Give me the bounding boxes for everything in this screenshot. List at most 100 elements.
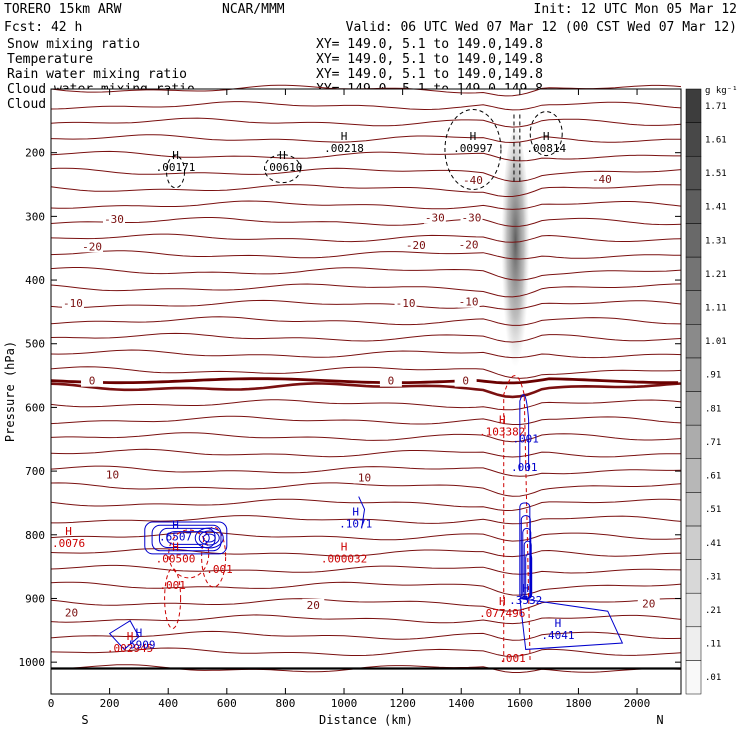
isotherm-label: 0	[89, 375, 96, 388]
max-marker-h: H	[172, 541, 179, 554]
colorbar-cell	[685, 88, 702, 123]
field-label: Snow mixing ratio	[7, 37, 140, 52]
colorbar-cell	[685, 357, 702, 392]
isotherm-label: -10	[396, 297, 416, 310]
y-tick-label: 1000	[19, 656, 46, 669]
colorbar-cell	[685, 424, 702, 459]
cloud-contour	[194, 527, 224, 549]
isotherm-label-bg	[81, 374, 104, 387]
x-tick-label: 400	[158, 697, 178, 710]
cloud-contour	[108, 620, 140, 651]
y-tick-label: 300	[25, 210, 45, 223]
max-marker-h: H	[136, 627, 143, 640]
field-xy: XY= 149.0, 5.1 to 149.0,149.8	[316, 37, 543, 52]
max-marker-h: H	[172, 518, 179, 531]
x-tick-label: 200	[100, 697, 120, 710]
colorbar-label: .51	[705, 505, 721, 515]
init-time: Init: 12 UTC Mon 05 Mar 12	[534, 2, 738, 17]
isotherm-label-bg	[590, 172, 613, 185]
isotherm	[50, 200, 682, 210]
max-marker-value: .000032	[321, 553, 367, 566]
y-tick-label: 200	[25, 147, 45, 160]
isotherm-label: -20	[406, 239, 426, 252]
field-label: Rain water mixing ratio	[7, 67, 187, 82]
isotherm-label-bg	[461, 174, 484, 187]
y-tick-label: 900	[25, 592, 45, 605]
isotherm-label-bg	[404, 239, 427, 252]
max-marker-h: H	[352, 506, 359, 519]
colorbar-label: 1.01	[705, 337, 727, 347]
isotherm	[50, 184, 682, 197]
isotherm-label-bg	[103, 212, 125, 225]
isotherm-label-bg	[101, 468, 124, 481]
isotherm	[51, 515, 682, 525]
y-tick-label: 500	[25, 338, 45, 351]
cloud-contour	[519, 597, 624, 650]
max-marker-h: H	[470, 130, 477, 143]
isotherm-label: -20	[459, 238, 479, 251]
isotherm-label: -30	[104, 213, 124, 226]
isotherm	[50, 299, 682, 310]
colorbar-label: .91	[705, 371, 721, 381]
x-tick-label: 1200	[389, 697, 416, 710]
max-marker-value: .3532	[509, 594, 542, 607]
x-tick-label: 1800	[565, 697, 592, 710]
freezing-level	[50, 377, 679, 385]
colorbar-label: 1.21	[705, 270, 727, 280]
colorbar-label: .11	[705, 640, 721, 650]
x-tick-label: 1600	[507, 697, 534, 710]
colorbar-label: .81	[705, 404, 721, 414]
max-marker-h: H	[65, 525, 72, 538]
max-marker-h: H	[543, 130, 550, 143]
isotherm-label: 20	[65, 606, 78, 619]
isotherm	[50, 465, 682, 477]
isotherm-label: -10	[63, 297, 83, 310]
axes: 0 200 400 600 800 1000 1200 1400 1600 1800 2000200…	[3, 89, 681, 727]
colorbar-label: 1.11	[705, 303, 727, 313]
ice-contour	[444, 109, 502, 190]
isotherm	[50, 448, 682, 458]
y-tick-label: 400	[25, 274, 45, 287]
contour-label: .001	[206, 563, 233, 576]
isotherm-label-bg	[60, 606, 83, 619]
snow-shading	[501, 129, 530, 380]
y-tick-label: 800	[25, 529, 45, 542]
model-title: TORERO 15km ARW	[4, 2, 122, 17]
plot-background	[51, 89, 681, 694]
cloud-contour	[151, 524, 222, 552]
isotherm-label-bg	[61, 296, 84, 309]
isotherm-label: 20	[307, 599, 320, 612]
colorbar-label: .31	[705, 572, 721, 582]
isotherm-label: 10	[358, 471, 371, 484]
north-label: N	[656, 713, 663, 727]
colorbar-cell	[685, 256, 702, 291]
contour-label: .001	[159, 579, 186, 592]
isotherm-label: 0	[388, 375, 395, 388]
colorbar-label: 1.61	[705, 135, 727, 145]
isotherm-label-bg	[302, 598, 325, 611]
isotherm	[50, 382, 682, 399]
colorbar-cell	[685, 592, 702, 628]
isotherm-label-bg	[460, 211, 483, 224]
isotherm	[50, 598, 681, 612]
isotherm-label-bg	[353, 471, 376, 484]
colorbar-cell	[685, 660, 702, 695]
colorbar-unit: g kg⁻¹	[705, 86, 738, 96]
max-marker-value: .002945	[107, 642, 153, 655]
forecast-hour: Fcst: 42 h	[4, 20, 82, 35]
x-tick-label: 0	[48, 697, 55, 710]
plot-area: -40 -40 -30 -30 -30 -20 -20 -20 -10 -10 -10 0 0 0 10 10…	[50, 84, 682, 695]
max-marker-value: .0076	[52, 537, 85, 550]
isotherm	[50, 117, 682, 128]
max-marker-value: .00814	[526, 142, 566, 155]
max-marker-h: H	[499, 595, 506, 608]
isotherm	[50, 531, 682, 542]
y-tick-label: 600	[25, 401, 45, 414]
colorbar-cell	[685, 223, 702, 258]
x-tick-label: 1400	[448, 697, 475, 710]
colorbar-cell	[685, 559, 702, 594]
colorbar-label: 1.31	[705, 236, 727, 246]
y-axis-label: Pressure (hPa)	[3, 341, 17, 442]
max-marker-value: .00218	[324, 142, 364, 155]
